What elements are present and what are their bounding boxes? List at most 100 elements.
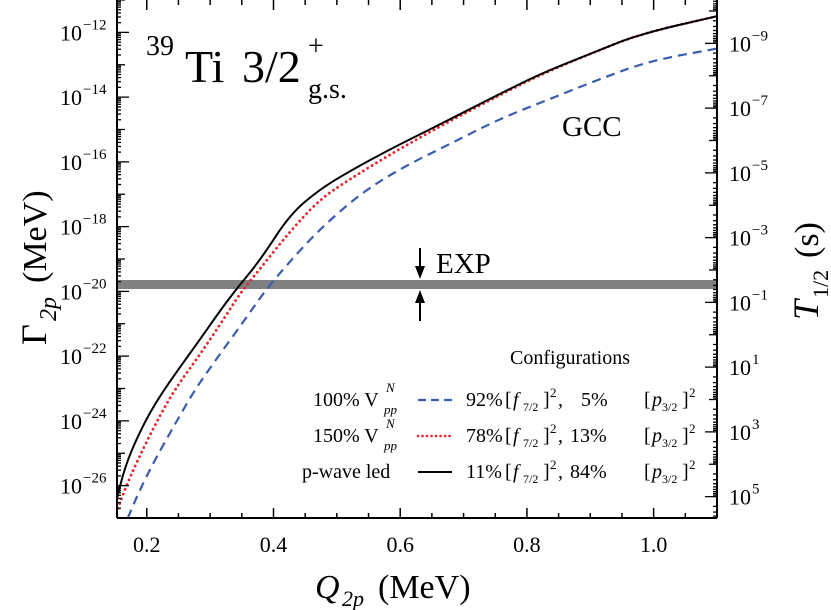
legend-entry-100: 100% V N pp 92% 5% <box>313 380 608 417</box>
y-tick-label: 10 <box>60 409 82 434</box>
x-tick-label: 0.2 <box>133 532 161 557</box>
x-tick-label: 1.0 <box>640 532 668 557</box>
svg-text:[: [ <box>644 461 651 483</box>
svg-text:]: ] <box>682 425 689 447</box>
svg-text:,: , <box>558 425 563 447</box>
svg-text:2: 2 <box>550 385 557 400</box>
svg-text:11%: 11% <box>466 461 502 483</box>
svg-text:3/2: 3/2 <box>662 472 677 486</box>
svg-text:5%: 5% <box>581 389 608 411</box>
svg-text:7/2: 7/2 <box>523 436 538 450</box>
y2-tick-label: 10 <box>729 161 751 186</box>
legend: Configurations 100% V N pp 92% 5% 150% V… <box>302 347 696 486</box>
svg-text:p: p <box>650 461 662 483</box>
svg-text:2: 2 <box>689 457 696 472</box>
svg-text:(MeV): (MeV) <box>17 190 54 283</box>
svg-text:,: , <box>558 461 563 483</box>
svg-text:f: f <box>513 425 521 447</box>
axis-ticks <box>117 0 718 519</box>
svg-text:−20: −20 <box>83 276 106 292</box>
svg-text:13%: 13% <box>570 425 607 447</box>
svg-text:−24: −24 <box>83 406 107 422</box>
svg-text:7/2: 7/2 <box>523 472 538 486</box>
gcc-label: GCC <box>562 111 622 143</box>
svg-text:Γ: Γ <box>14 324 54 345</box>
svg-text:2: 2 <box>689 385 696 400</box>
y2-tick-label: 10 <box>729 420 751 445</box>
exp-annotation: EXP <box>415 248 491 321</box>
title-element: Ti <box>185 41 224 92</box>
svg-text:−18: −18 <box>83 212 106 228</box>
chart-title: 39 Ti 3/2 + g.s. <box>146 31 347 105</box>
x-tick-label: 0.4 <box>260 532 288 557</box>
svg-text:N: N <box>385 416 396 431</box>
svg-text:p-wave led: p-wave led <box>302 461 390 483</box>
svg-text:]: ] <box>543 461 550 483</box>
legend-title: Configurations <box>510 347 630 369</box>
svg-text:−14: −14 <box>83 82 107 98</box>
svg-text:]: ] <box>543 425 550 447</box>
svg-text:7/2: 7/2 <box>523 400 538 414</box>
exp-band <box>117 280 717 289</box>
svg-text:f: f <box>513 389 521 411</box>
y-tick-label: 10 <box>60 150 82 175</box>
svg-text:[: [ <box>644 389 651 411</box>
svg-text:1: 1 <box>752 352 760 368</box>
svg-text:−16: −16 <box>83 147 107 163</box>
y-tick-label: 10 <box>60 474 82 499</box>
title-state: g.s. <box>308 74 347 105</box>
svg-text:2: 2 <box>550 421 557 436</box>
curve-solid <box>117 15 717 503</box>
svg-text:(s): (s) <box>789 222 826 258</box>
y-tick-label: 10 <box>60 85 82 110</box>
svg-text:3/2: 3/2 <box>662 400 677 414</box>
y-tick-label: 10 <box>60 215 82 240</box>
x-tick-label: 0.6 <box>386 532 414 557</box>
svg-text:−1: −1 <box>752 287 768 303</box>
svg-text:−12: −12 <box>83 17 106 33</box>
svg-text:−22: −22 <box>83 341 106 357</box>
svg-text:2: 2 <box>689 421 696 436</box>
x-axis-label: Q 2p (MeV) <box>315 569 471 610</box>
svg-text:78%: 78% <box>466 425 503 447</box>
svg-text:p: p <box>650 389 662 411</box>
y2-tick-label: 10 <box>729 31 751 56</box>
svg-text:]: ] <box>543 389 550 411</box>
svg-text:N: N <box>385 380 396 395</box>
svg-text:84%: 84% <box>570 461 607 483</box>
y-tick-label: 10 <box>60 279 82 304</box>
arrow-up-icon <box>415 290 425 303</box>
axis-tick-labels: 0.2 0.4 0.6 0.8 1.010−1210−1410−1610−1810−20… <box>60 17 768 557</box>
svg-text:−26: −26 <box>83 471 107 487</box>
svg-text:2: 2 <box>550 457 557 472</box>
svg-text:f: f <box>513 461 521 483</box>
svg-text:[: [ <box>644 425 651 447</box>
svg-text:p: p <box>650 425 662 447</box>
arrow-down-icon <box>415 266 425 279</box>
svg-text:100% V: 100% V <box>313 389 379 411</box>
svg-text:92%: 92% <box>466 389 503 411</box>
legend-entry-150: 150% V N pp 78% 13% <box>313 416 607 453</box>
svg-text:1/2: 1/2 <box>808 270 831 298</box>
svg-text:pp: pp <box>383 402 398 417</box>
y2-tick-label: 10 <box>729 226 751 251</box>
title-mass: 39 <box>146 31 174 62</box>
y2-tick-label: 10 <box>729 96 751 121</box>
y2-tick-label: 10 <box>729 290 751 315</box>
legend-entry-pwave: p-wave led 11% 84% <box>302 461 607 483</box>
svg-text:5: 5 <box>752 482 760 498</box>
svg-text:−5: −5 <box>752 158 768 174</box>
title-spin: 3/2 <box>242 41 301 92</box>
svg-text:150% V: 150% V <box>313 425 379 447</box>
x-tick-label: 0.8 <box>513 532 541 557</box>
svg-text:2p: 2p <box>342 586 364 610</box>
plot-area <box>117 14 717 518</box>
svg-text:[: [ <box>505 425 512 447</box>
svg-text:pp: pp <box>383 438 398 453</box>
y2-tick-label: 10 <box>729 355 751 380</box>
svg-text:−9: −9 <box>752 28 768 44</box>
svg-text:]: ] <box>682 461 689 483</box>
svg-text:T: T <box>786 297 826 320</box>
svg-text:−3: −3 <box>752 223 768 239</box>
svg-text:(MeV): (MeV) <box>378 569 471 606</box>
